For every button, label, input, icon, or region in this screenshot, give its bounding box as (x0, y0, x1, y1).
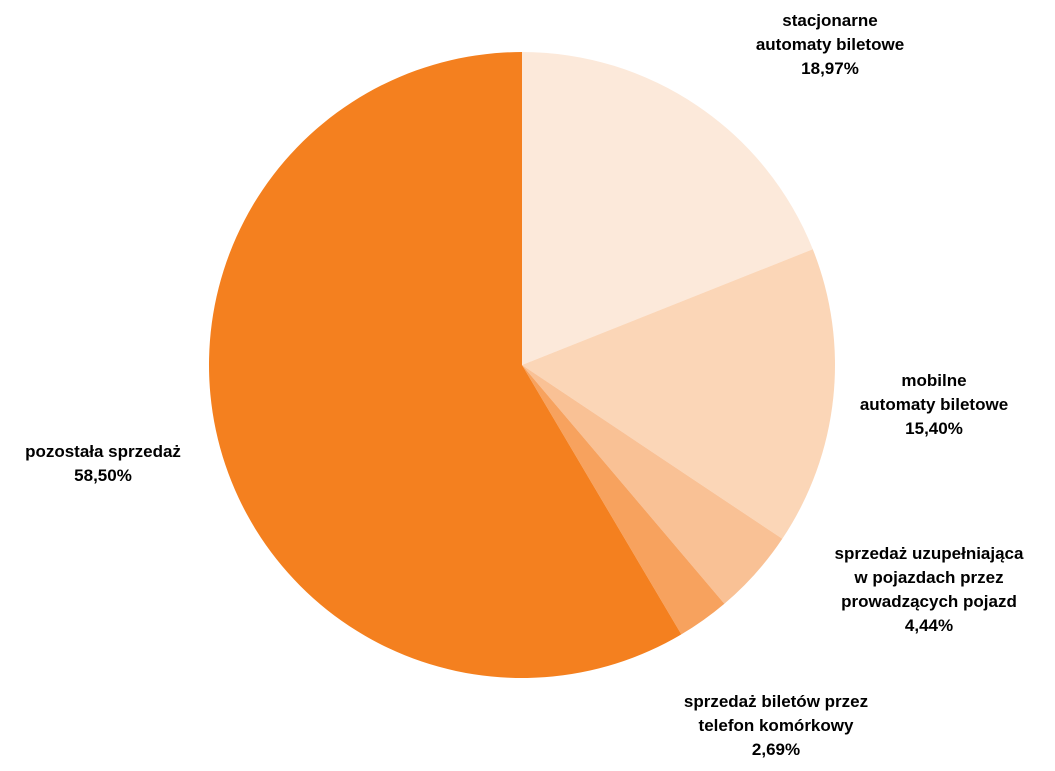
pie-slice-2 (522, 365, 783, 604)
pie-slice-1 (522, 249, 835, 539)
slice-category-label-3: telefon komórkowy (699, 716, 854, 735)
slice-category-label-2: prowadzących pojazd (841, 592, 1017, 611)
slice-value-label-3: 2,69% (752, 740, 800, 759)
slice-category-label-0: stacjonarne (782, 11, 877, 30)
pie-slice-3 (522, 365, 725, 635)
pie-slice-0 (522, 52, 813, 365)
slice-category-label-1: mobilne (901, 371, 966, 390)
pie-slice-4 (208, 51, 682, 678)
slice-category-label-0: automaty biletowe (756, 35, 904, 54)
pie-labels: stacjonarne automaty biletowe 18,97% mobiln… (25, 11, 1024, 759)
slice-value-label-0: 18,97% (801, 59, 859, 78)
pie-slices (208, 51, 835, 678)
slice-category-label-4: pozostała sprzedaż (25, 442, 181, 461)
slice-value-label-4: 58,50% (74, 466, 132, 485)
slice-value-label-1: 15,40% (905, 419, 963, 438)
slice-category-label-3: sprzedaż biletów przez (684, 692, 868, 711)
slice-category-label-1: automaty biletowe (860, 395, 1008, 414)
slice-category-label-2: w pojazdach przez (853, 568, 1003, 587)
slice-value-label-2: 4,44% (905, 616, 953, 635)
slice-category-label-2: sprzedaż uzupełniająca (835, 544, 1024, 563)
